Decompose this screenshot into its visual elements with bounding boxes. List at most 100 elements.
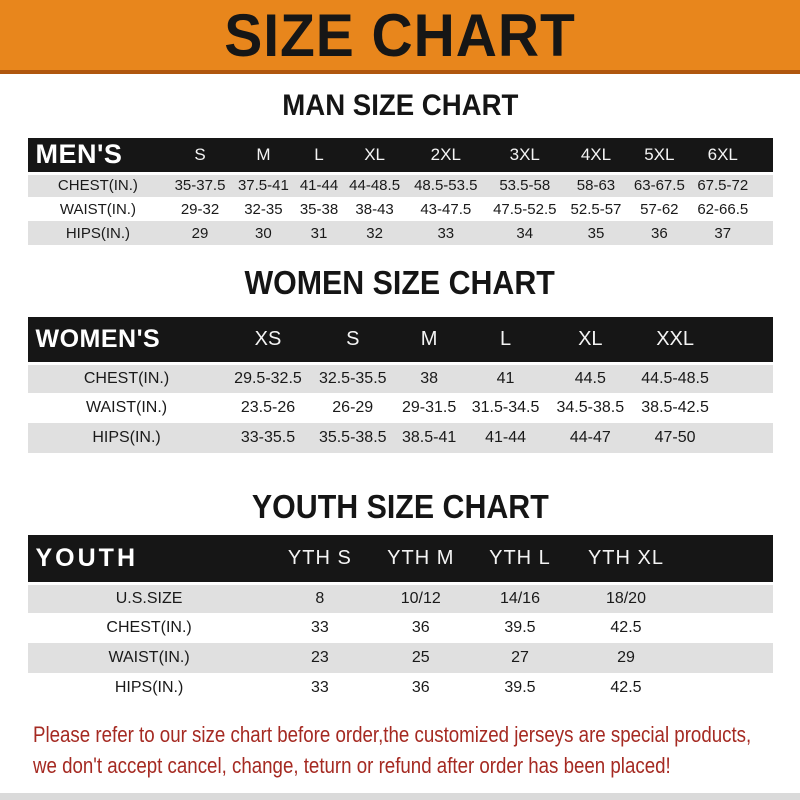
size-cell: 38.5-41 <box>402 429 457 446</box>
filler-cell <box>685 583 773 613</box>
size-cell: 67.5-72 <box>697 177 749 195</box>
size-cell: 33 <box>310 679 329 696</box>
size-cell: 27 <box>511 649 529 666</box>
size-column-header: 4XL <box>564 138 628 175</box>
size-cell: 29.5-32.5 <box>234 369 302 387</box>
size-table-row: U.S.SIZE 8 10/12 14/16 18/20 <box>27 583 773 613</box>
youth-section-heading-text: YOUTH SIZE CHART <box>251 488 549 525</box>
row-label: HIPS(IN.) <box>114 679 184 696</box>
filler-column <box>684 535 773 585</box>
size-cell: 33 <box>310 619 329 636</box>
size-cell: 37.5-41 <box>237 177 289 195</box>
row-label: U.S.SIZE <box>115 589 183 607</box>
size-cell: 35-37.5 <box>174 177 226 195</box>
row-label: CHEST(IN.) <box>83 369 170 387</box>
size-table-row: CHEST(IN.) 29.5-32.5 32.5-35.5 38 41 44.5 44.5… <box>27 363 773 393</box>
size-cell: 29-31.5 <box>402 399 457 416</box>
size-cell: 35.5-38.5 <box>318 429 387 446</box>
size-cell: 42.5 <box>610 619 642 636</box>
size-cell: 43-47.5 <box>420 200 472 218</box>
size-column-header: YTH XL <box>567 535 685 585</box>
size-column-header: 2XL <box>406 138 486 175</box>
size-column-header: 5XL <box>627 138 692 175</box>
size-table-row: HIPS(IN.) 33-35.5 35.5-38.5 38.5-41 41-44 44-… <box>27 423 773 453</box>
size-column-header: M <box>231 138 296 175</box>
size-cell: 32 <box>366 224 383 242</box>
size-cell: 57-62 <box>640 200 679 218</box>
row-label: WAIST(IN.) <box>85 399 168 416</box>
size-column-header: XXL <box>632 317 718 365</box>
size-cell: 38-43 <box>355 200 394 218</box>
size-cell: 23 <box>310 649 329 666</box>
size-cell: 41 <box>496 369 515 387</box>
size-cell: 62-66.5 <box>697 200 749 218</box>
size-cell: 36 <box>411 679 430 696</box>
size-cell: 44.5 <box>574 369 606 387</box>
size-cell: 33 <box>437 224 455 242</box>
size-cell: 8 <box>315 589 325 607</box>
size-table-header-row: YOUTH YTH S YTH M YTH L YTH XL <box>27 535 773 585</box>
row-label: WAIST(IN.) <box>59 200 136 218</box>
youth-size-section: YOUTH SIZE CHART YOUTH YTH S YTH M YTH L YTH… <box>0 489 800 703</box>
size-cell: 41-44 <box>299 177 339 195</box>
size-cell: 23.5-26 <box>240 399 296 416</box>
row-label: CHEST(IN.) <box>57 177 138 195</box>
size-cell: 18/20 <box>605 589 646 607</box>
size-cell: 32-35 <box>244 200 283 218</box>
filler-cell <box>755 173 773 197</box>
size-column-header: YTH L <box>472 535 568 585</box>
size-cell: 29 <box>617 649 635 666</box>
size-column-header: XL <box>547 317 633 365</box>
size-cell: 25 <box>411 649 430 666</box>
size-column-header: S <box>310 317 396 365</box>
man-section-heading: MAN SIZE CHART <box>0 88 800 124</box>
size-table-row: WAIST(IN.) 23.5-26 26-29 29-31.5 31.5-34.5 34… <box>27 393 773 423</box>
women-section-heading: WOMEN SIZE CHART <box>0 265 800 301</box>
filler-cell <box>685 613 773 643</box>
size-cell: 39.5 <box>504 619 536 636</box>
size-cell: 47-50 <box>654 429 696 446</box>
size-cell: 63-67.5 <box>633 177 685 195</box>
size-cell: 39.5 <box>504 679 536 696</box>
size-table-row: HIPS(IN.) 33 36 39.5 42.5 <box>27 673 773 703</box>
size-cell: 44-48.5 <box>349 177 401 195</box>
size-cell: 26-29 <box>332 399 374 416</box>
size-cell: 31 <box>310 224 328 242</box>
size-cell: 32.5-35.5 <box>318 369 387 387</box>
filler-column <box>754 138 773 175</box>
size-column-header: XS <box>225 317 311 365</box>
size-cell: 38.5-42.5 <box>641 399 709 416</box>
size-cell: 31.5-34.5 <box>471 399 540 416</box>
row-label: HIPS(IN.) <box>92 429 161 446</box>
size-cell: 34.5-38.5 <box>556 399 625 416</box>
size-table-row: HIPS(IN.) 29 30 31 32 33 34 35 36 37 <box>27 221 773 245</box>
women-section-heading-text: WOMEN SIZE CHART <box>244 264 556 301</box>
filler-cell <box>755 221 773 245</box>
size-cell: 35-38 <box>299 200 339 218</box>
filler-cell <box>685 673 773 703</box>
size-table-row: WAIST(IN.) 29-32 32-35 35-38 38-43 43-47.5 47.… <box>27 197 773 221</box>
size-column-header: YTH S <box>270 535 370 585</box>
filler-column <box>717 317 773 365</box>
note-line-1: Please refer to our size chart before or… <box>33 722 752 747</box>
size-column-header: S <box>168 138 232 175</box>
filler-cell <box>755 197 773 221</box>
size-cell: 29 <box>191 224 209 242</box>
filler-cell <box>685 643 773 673</box>
size-cell: 33-35.5 <box>240 429 296 446</box>
filler-cell <box>718 423 773 453</box>
womens-size-table: WOMEN'S XS S M L XL XXL CHEST(IN.) 29.5-32.5 32.5… <box>27 317 773 453</box>
banner: SIZE CHART <box>0 0 800 74</box>
filler-cell <box>718 393 773 423</box>
size-cell: 53.5-58 <box>499 177 551 195</box>
youth-size-table: YOUTH YTH S YTH M YTH L YTH XL U.S.SIZE 8 10/12… <box>27 535 773 703</box>
filler-cell <box>718 363 773 393</box>
size-table-row: WAIST(IN.) 23 25 27 29 <box>27 643 773 673</box>
size-column-header: L <box>463 317 548 365</box>
size-cell: 52.5-57 <box>570 200 622 218</box>
size-column-header: YTH M <box>369 535 473 585</box>
note-line-2: we don't accept cancel, change, teturn o… <box>33 753 671 778</box>
size-table-row: CHEST(IN.) 35-37.5 37.5-41 41-44 44-48.5 48.5… <box>27 173 773 197</box>
table-corner-label: MEN'S <box>27 138 169 175</box>
size-cell: 42.5 <box>610 679 642 696</box>
